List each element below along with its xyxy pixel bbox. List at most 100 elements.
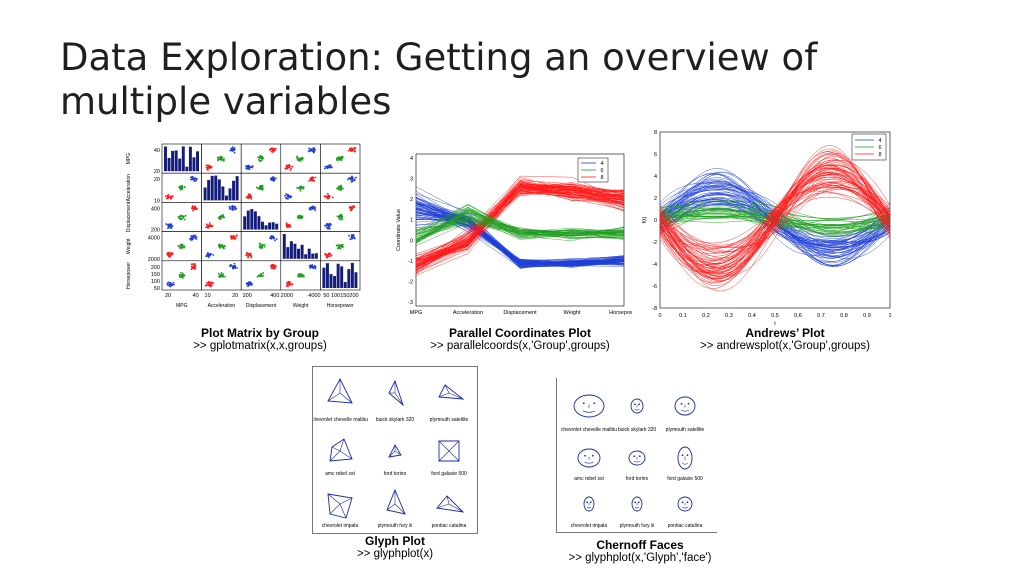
scatter-point	[350, 233, 353, 236]
scatter-point	[172, 283, 175, 286]
scatter-point	[300, 275, 303, 278]
glyph-title: Glyph Plot	[365, 534, 425, 548]
scatter-point	[352, 234, 355, 237]
scatter-point	[300, 186, 303, 189]
histogram-bar	[311, 253, 315, 259]
scatter-point	[190, 178, 192, 181]
scatter-point	[274, 265, 277, 268]
andrews-xtick-10: 1	[888, 313, 891, 319]
star-glyph-spoke	[394, 450, 402, 456]
scatter-point	[328, 227, 331, 230]
scatter-point	[311, 178, 314, 181]
histogram-bar	[329, 274, 333, 288]
histogram-bar	[203, 187, 207, 201]
parallel-line-group-8	[415, 185, 625, 274]
glyph-caption: Glyph Plot >> glyphplot(x)	[300, 534, 490, 560]
star-glyph-1-1	[388, 444, 402, 458]
row-tick-3-1: 2000	[148, 257, 160, 263]
col-tick-2-0: 200	[243, 293, 252, 299]
parallel-line-group-8	[415, 188, 625, 260]
scatter-point	[335, 157, 338, 160]
scatter-point	[311, 264, 314, 266]
scatter-point	[262, 272, 265, 274]
scatter-point	[178, 247, 181, 249]
scatter-point	[250, 165, 252, 168]
face-eye-right	[637, 501, 640, 504]
scatter-point	[204, 285, 207, 287]
scatter-point	[269, 147, 272, 150]
andrews-xtick-1: 0.1	[679, 313, 687, 319]
histogram-bar	[264, 225, 268, 230]
histogram-bar	[293, 243, 297, 259]
scatter-point	[180, 214, 183, 217]
scatter-point	[285, 285, 288, 287]
scatter-point	[181, 188, 184, 190]
andrews-curve-group-6	[659, 210, 891, 234]
col-label-4: Horsepower	[327, 303, 354, 309]
scatter-point	[309, 177, 312, 180]
scatter-point	[168, 223, 171, 226]
andrews-curve-group-8	[659, 168, 891, 270]
parallel-ytick-0: 4	[410, 156, 413, 162]
parallel-line-group-8	[415, 187, 625, 266]
chernoff-label-1-2: ford galaxie 500	[667, 476, 703, 482]
scatter-point	[172, 281, 175, 284]
scatter-point	[328, 195, 330, 198]
chernoff-frame: chevrolet chevelle malibu buick skylark 3…	[556, 378, 717, 533]
scatter-point	[256, 275, 259, 278]
scatter-point	[285, 222, 288, 225]
scatter-point	[246, 252, 249, 255]
face-eye-left	[586, 501, 589, 504]
scatter-point	[247, 255, 250, 258]
scatter-point	[272, 264, 275, 266]
histogram-bar	[340, 266, 344, 288]
face-mouth	[633, 460, 641, 463]
scatter-point	[194, 264, 197, 267]
scatter-point	[182, 246, 185, 249]
scatter-point	[234, 208, 236, 211]
parallel-line-group-6	[415, 223, 625, 237]
scatter-point	[184, 214, 187, 217]
row-label-1: Acceleration	[126, 174, 132, 202]
scatter-point	[209, 283, 212, 286]
histogram-bar	[300, 244, 304, 259]
glyph-label-2-0: chevrolet impala	[322, 523, 359, 529]
scatter-point	[325, 254, 328, 257]
scatter-point	[181, 218, 183, 220]
row-tick-1-0: 20	[154, 177, 160, 183]
scatter-point	[269, 237, 271, 240]
star-glyph-spoke	[448, 450, 460, 462]
scatter-point	[171, 283, 174, 286]
scatter-point	[289, 283, 291, 286]
chernoff-label-2-2: pontiac catalina	[668, 523, 703, 529]
chernoff-face-2-0	[583, 496, 595, 512]
scatter-point	[336, 244, 339, 247]
scatter-point	[311, 176, 314, 179]
scatter-point	[297, 275, 300, 278]
chernoff-caption: Chernoff Faces >> glyphplot(x,'Glyph','f…	[545, 538, 735, 564]
parallel-line-group-8	[415, 185, 625, 261]
andrews-curve-group-8	[659, 164, 891, 274]
scatter-point	[166, 282, 169, 285]
andrews-curve-group-8	[659, 187, 891, 252]
scatter-point	[258, 158, 260, 161]
histogram-bar	[347, 269, 351, 288]
matrix-cell-3-2	[240, 231, 282, 262]
matrix-cell-0-2	[240, 143, 282, 174]
scatter-point	[274, 177, 277, 180]
scatter-point	[170, 252, 173, 255]
scatter-point	[171, 195, 174, 197]
scatter-point	[218, 217, 221, 220]
histogram-bar	[228, 188, 232, 201]
scatter-point	[339, 187, 342, 190]
scatter-point	[195, 208, 198, 211]
histogram-bar	[336, 263, 340, 288]
scatter-point	[327, 223, 330, 225]
histogram-bar	[250, 209, 254, 230]
scatter-point	[167, 193, 170, 196]
andrews-xtick-0: 0	[658, 313, 661, 319]
scatter-point	[326, 222, 328, 225]
scatter-point	[252, 165, 254, 167]
scatter-point	[285, 193, 288, 195]
parallel-legend-label-0: 4	[600, 161, 603, 167]
